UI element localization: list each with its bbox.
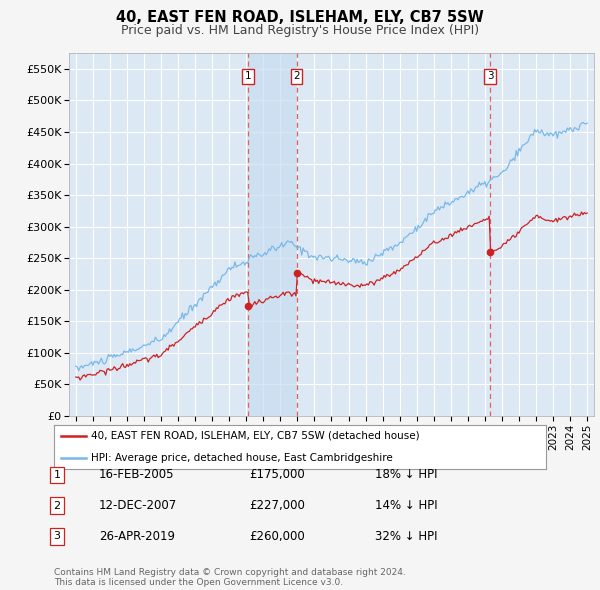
Text: £260,000: £260,000: [249, 530, 305, 543]
Text: 40, EAST FEN ROAD, ISLEHAM, ELY, CB7 5SW (detached house): 40, EAST FEN ROAD, ISLEHAM, ELY, CB7 5SW…: [91, 431, 419, 441]
Text: 40, EAST FEN ROAD, ISLEHAM, ELY, CB7 5SW: 40, EAST FEN ROAD, ISLEHAM, ELY, CB7 5SW: [116, 10, 484, 25]
Text: 2: 2: [53, 501, 61, 510]
Text: 1: 1: [245, 71, 251, 81]
Text: 2: 2: [293, 71, 300, 81]
Text: 18% ↓ HPI: 18% ↓ HPI: [375, 468, 437, 481]
Text: 14% ↓ HPI: 14% ↓ HPI: [375, 499, 437, 512]
Text: £227,000: £227,000: [249, 499, 305, 512]
Text: 3: 3: [53, 532, 61, 541]
Text: 16-FEB-2005: 16-FEB-2005: [99, 468, 175, 481]
Text: 26-APR-2019: 26-APR-2019: [99, 530, 175, 543]
Text: 1: 1: [53, 470, 61, 480]
Bar: [248, 53, 296, 416]
Text: Contains HM Land Registry data © Crown copyright and database right 2024.
This d: Contains HM Land Registry data © Crown c…: [54, 568, 406, 587]
Text: Price paid vs. HM Land Registry's House Price Index (HPI): Price paid vs. HM Land Registry's House …: [121, 24, 479, 37]
Text: 3: 3: [487, 71, 494, 81]
Text: £175,000: £175,000: [249, 468, 305, 481]
Text: 12-DEC-2007: 12-DEC-2007: [99, 499, 177, 512]
Text: 32% ↓ HPI: 32% ↓ HPI: [375, 530, 437, 543]
Text: HPI: Average price, detached house, East Cambridgeshire: HPI: Average price, detached house, East…: [91, 453, 392, 463]
